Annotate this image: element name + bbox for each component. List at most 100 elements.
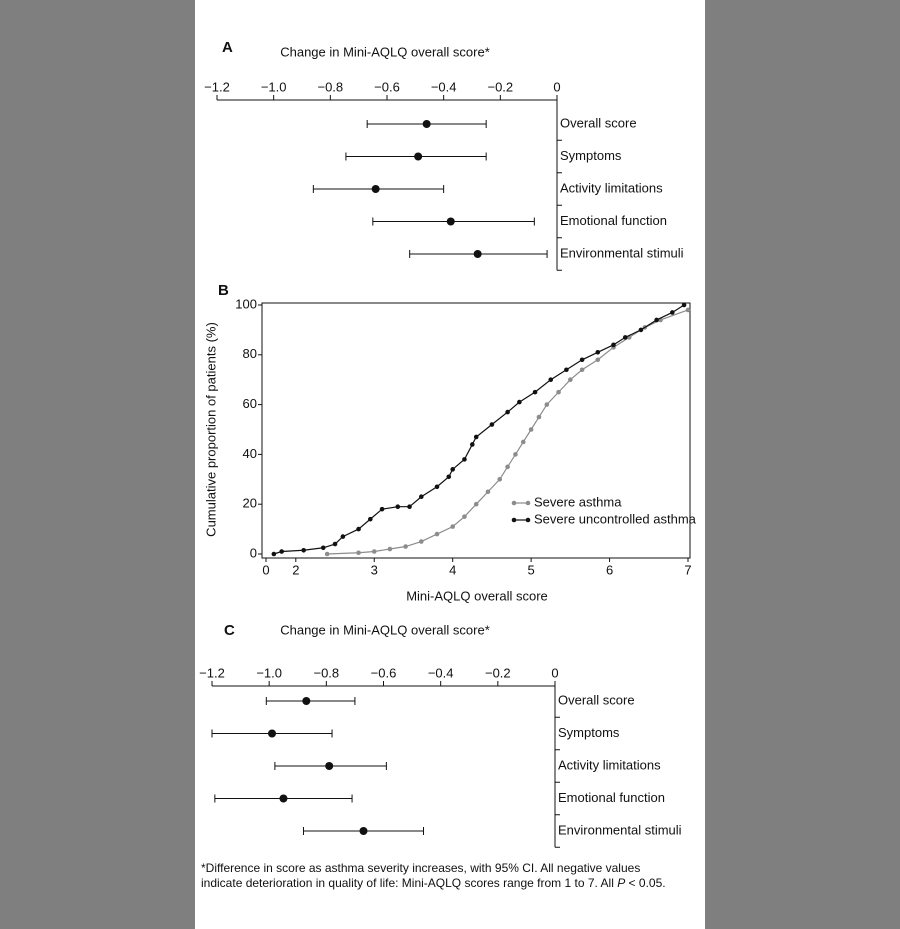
x-tick-label: −0.6	[371, 665, 397, 680]
series-point	[434, 531, 440, 537]
series-point	[556, 389, 561, 395]
x-tick-label: 0	[553, 79, 560, 94]
legend-label: Severe asthma	[534, 494, 622, 509]
series-point	[403, 544, 408, 549]
series-point	[371, 549, 377, 554]
y-tick-label: 0	[250, 545, 257, 560]
point	[371, 185, 380, 193]
y-tick-label: 100	[235, 296, 257, 311]
series-point	[379, 506, 385, 512]
series-point	[497, 477, 503, 482]
x-tick-label: 2	[292, 562, 299, 577]
series-point	[564, 367, 569, 373]
series-point	[340, 534, 346, 539]
category-label: Emotional function	[558, 790, 665, 805]
series-point	[387, 546, 393, 552]
y-tick-label: 20	[243, 496, 257, 511]
series-point	[485, 489, 491, 495]
panel	[195, 0, 705, 929]
footnote: *Difference in score as asthma severity …	[201, 861, 640, 875]
x-tick-label: 7	[684, 562, 691, 577]
series-point	[419, 539, 424, 544]
x-tick-label: −0.6	[374, 79, 400, 94]
y-tick-label: 40	[243, 446, 257, 461]
x-tick-label: −1.2	[204, 79, 230, 94]
footnote: indicate deterioration in quality of lif…	[201, 876, 666, 890]
series-point	[579, 357, 585, 363]
x-tick-label: −0.4	[428, 665, 454, 680]
plot-frame	[261, 302, 691, 559]
series-point	[536, 414, 542, 420]
series-point	[434, 484, 440, 490]
series-point	[356, 550, 361, 556]
point	[268, 729, 277, 738]
series-point	[473, 501, 479, 507]
footnote-text: < 0.05.	[625, 876, 665, 890]
point	[473, 250, 482, 258]
y-tick-label: 60	[243, 396, 257, 411]
series-point	[528, 427, 534, 432]
series-point	[446, 474, 452, 480]
legend-marker	[525, 500, 531, 506]
series-point	[469, 442, 475, 447]
axis-title: Change in Mini-AQLQ overall score*	[280, 622, 490, 637]
series-point	[505, 409, 510, 415]
category-label: Environmental stimuli	[560, 245, 684, 260]
x-tick-label: −0.4	[431, 79, 457, 94]
category-label: Overall score	[558, 692, 635, 707]
series-point	[548, 377, 554, 383]
point	[325, 762, 334, 770]
y-axis-title: Cumulative proportion of patients (%)	[203, 322, 218, 537]
series-point	[579, 367, 585, 373]
series-point	[532, 389, 538, 395]
series-point	[395, 504, 401, 509]
series-point	[505, 464, 510, 470]
axis-title: Change in Mini-AQLQ overall score*	[280, 44, 490, 59]
series-point	[517, 399, 522, 405]
x-tick-label: −0.2	[487, 79, 513, 94]
category-label: Environmental stimuli	[558, 822, 682, 837]
x-tick-label: 6	[606, 562, 613, 577]
series-point	[670, 310, 675, 315]
series-point	[595, 357, 601, 363]
series-point	[462, 514, 467, 519]
point	[446, 217, 455, 226]
series-point	[450, 524, 455, 529]
series-point	[301, 547, 306, 553]
series-point	[595, 350, 601, 355]
x-tick-label: 4	[449, 562, 456, 577]
series-point	[279, 549, 284, 554]
series-point	[568, 377, 573, 383]
legend-marker	[525, 517, 531, 523]
legend-marker	[511, 500, 517, 506]
point	[414, 152, 423, 161]
series-point	[332, 541, 338, 547]
legend-label: Severe uncontrolled asthma	[534, 511, 697, 526]
y-tick-label: 80	[243, 346, 257, 361]
point	[359, 827, 368, 835]
x-tick-label: −1.2	[199, 665, 225, 680]
point	[422, 120, 431, 128]
series-point	[407, 504, 412, 509]
series-point	[320, 545, 326, 551]
series-point	[473, 434, 479, 440]
footnote-p: P	[617, 876, 625, 890]
series-point	[622, 335, 628, 340]
x-tick-label: 0	[551, 665, 558, 680]
panel-label: A	[222, 39, 233, 56]
category-label: Symptoms	[560, 148, 622, 163]
category-label: Activity limitations	[558, 757, 661, 772]
point	[279, 794, 288, 803]
series-point	[513, 452, 518, 457]
series-point	[450, 467, 455, 472]
category-label: Symptoms	[558, 725, 620, 740]
series-point	[654, 317, 659, 323]
x-tick-label: 5	[528, 562, 535, 577]
series-point	[681, 302, 687, 308]
series-point	[271, 551, 277, 557]
series-point	[419, 494, 424, 500]
category-label: Emotional function	[560, 213, 667, 228]
x-tick-label: −1.0	[261, 79, 287, 94]
series-point	[356, 526, 361, 532]
